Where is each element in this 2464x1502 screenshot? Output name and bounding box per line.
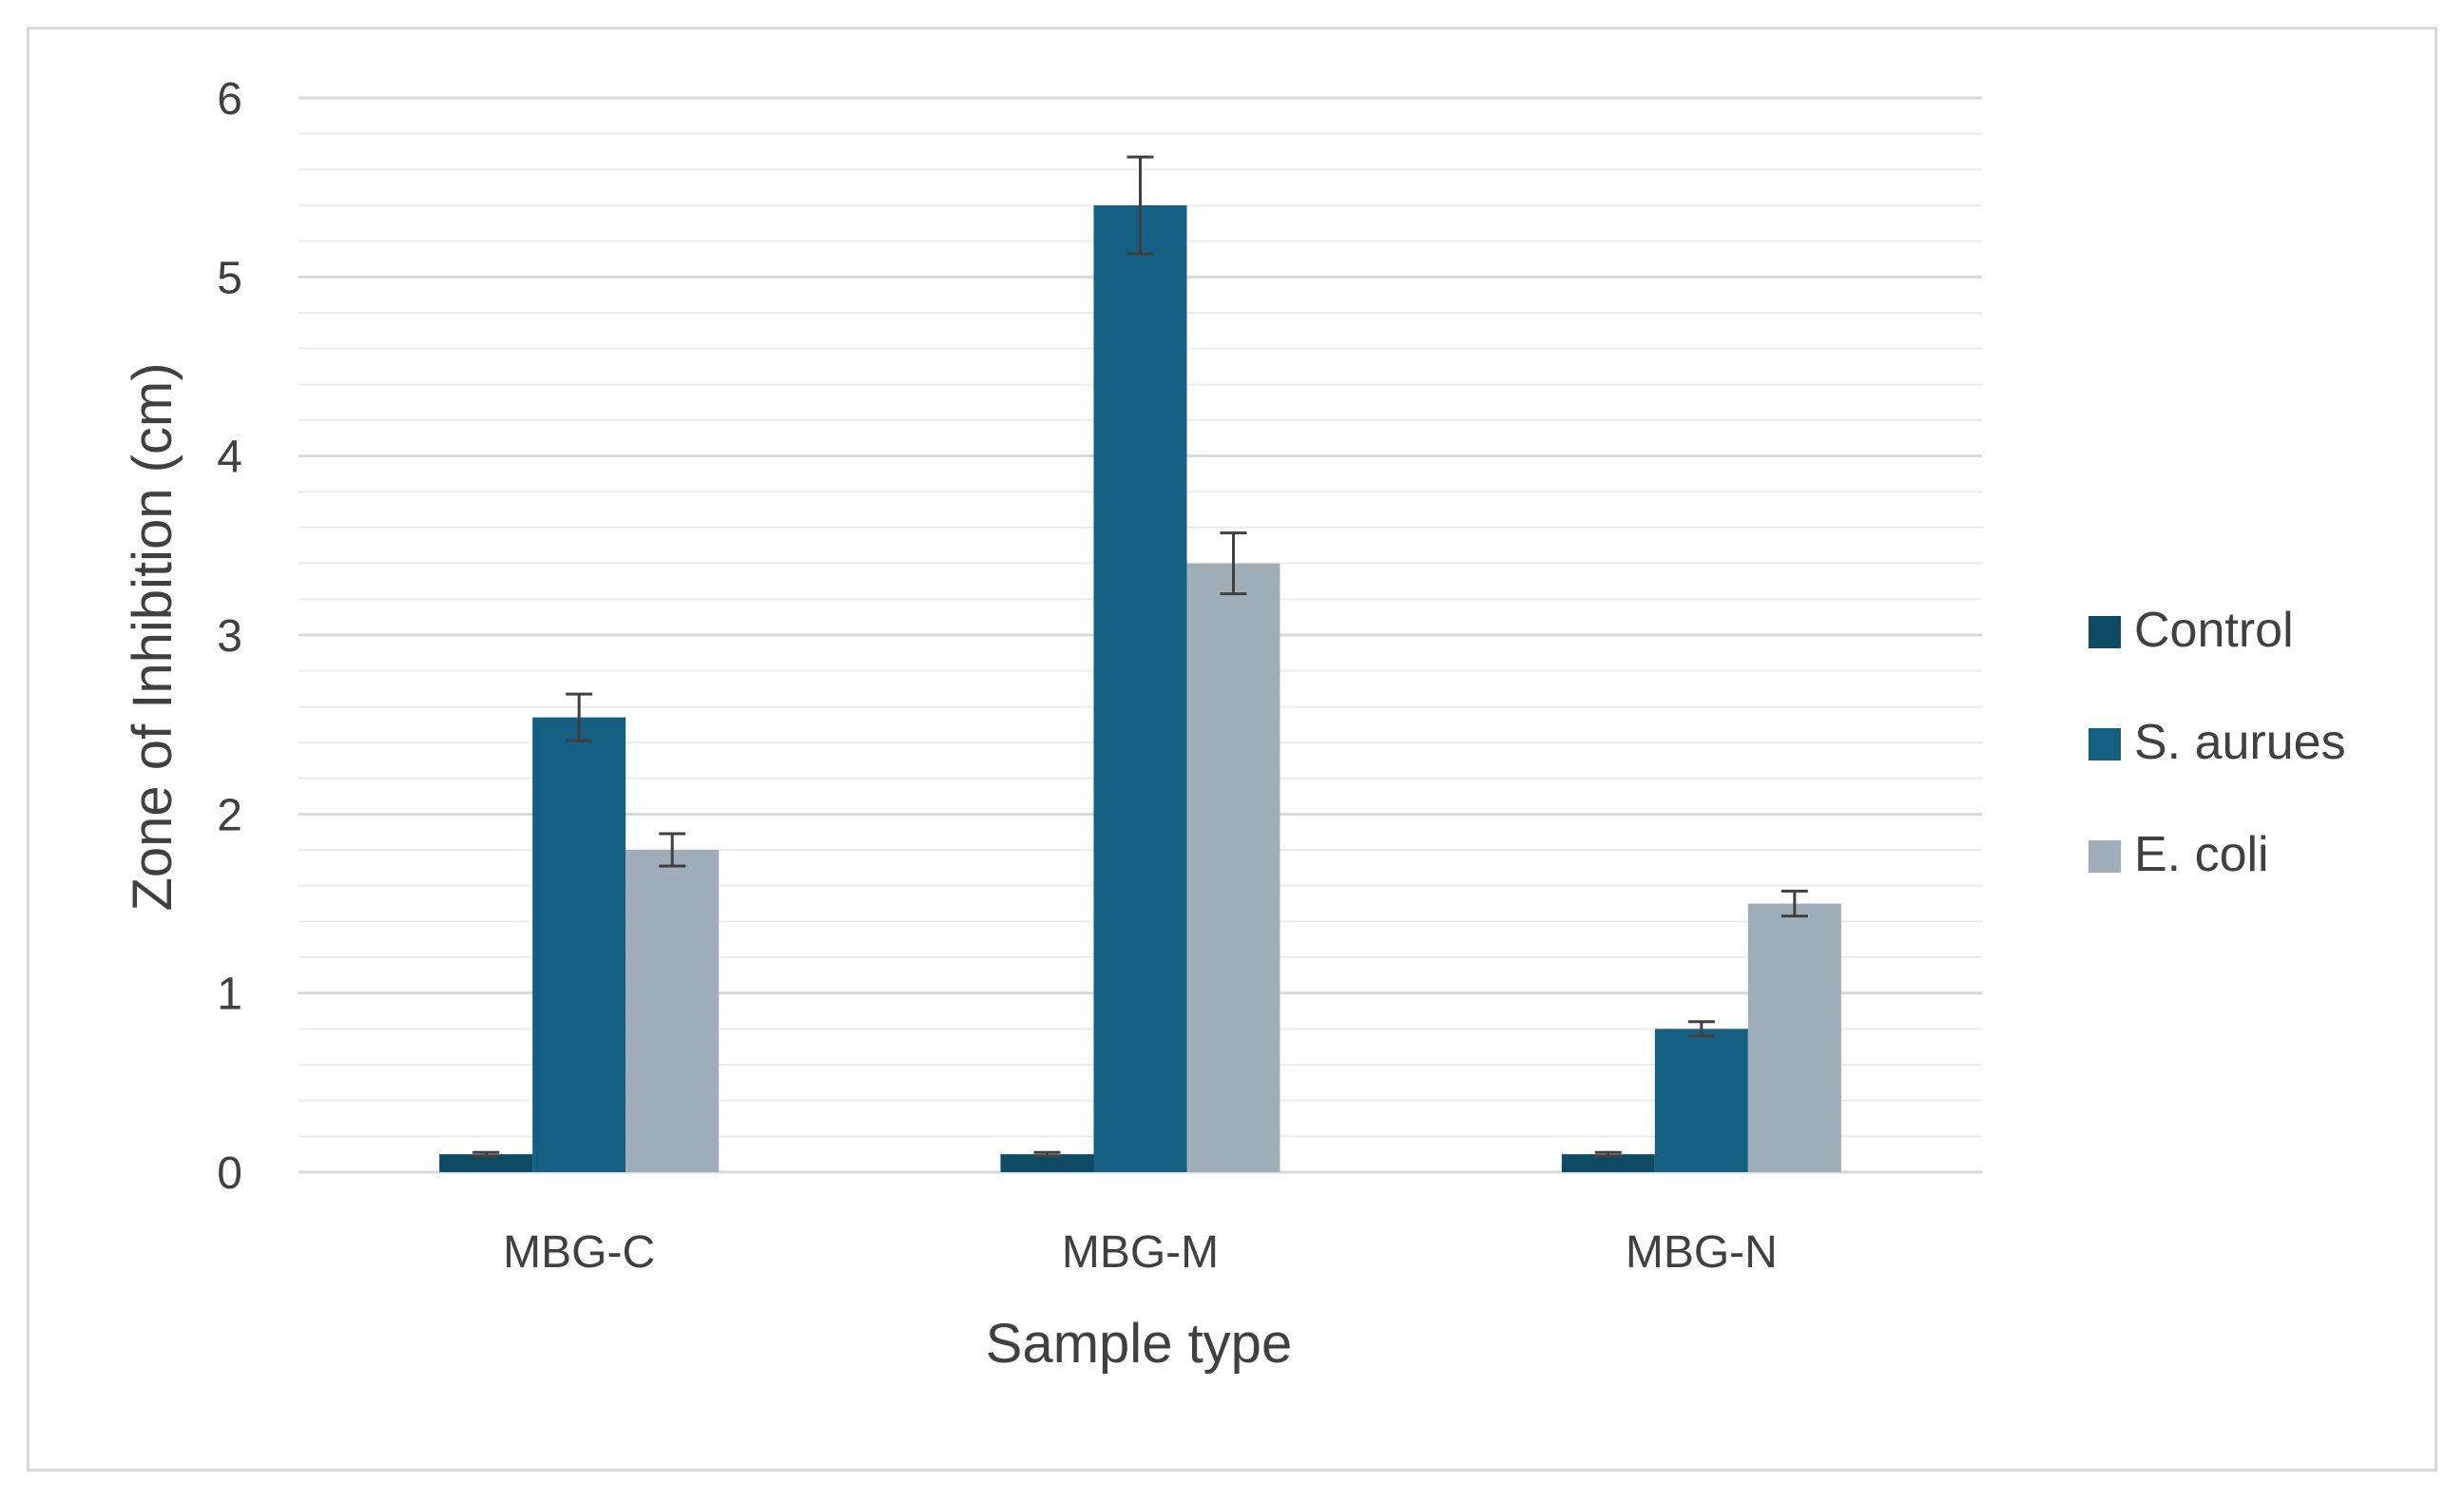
error-bar (659, 832, 686, 868)
x-tick-label: MBG-M (1062, 1227, 1219, 1278)
y-tick-label: 1 (217, 970, 242, 1020)
bar-mbg-c-2 (532, 717, 626, 1172)
error-bar (472, 1150, 500, 1158)
y-tick-label: 0 (217, 1148, 242, 1199)
bar-mbg-m-1 (1000, 1154, 1094, 1172)
legend-item: S. aurues (2089, 715, 2346, 770)
y-axis-ticks: 0 1 2 3 4 5 6 (217, 74, 242, 1199)
bar-mbg-c-3 (626, 850, 720, 1172)
x-axis-title: Sample type (986, 1313, 1292, 1375)
error-bar (1126, 155, 1154, 256)
x-tick-label: MBG-N (1626, 1227, 1778, 1278)
x-axis-ticks: MBG-C MBG-M MBG-N (503, 1227, 1778, 1278)
bar-mbg-n-1 (1561, 1154, 1655, 1172)
bar-mbg-n-2 (1654, 1029, 1748, 1172)
error-bar (1033, 1150, 1061, 1158)
error-bar (1781, 889, 1808, 918)
error-bar (1594, 1150, 1622, 1158)
legend-swatch (2089, 728, 2121, 761)
error-bar (566, 692, 593, 742)
y-tick-label: 4 (217, 433, 242, 483)
legend-item: Control (2089, 603, 2294, 658)
error-bars (472, 155, 1808, 1158)
legend-swatch (2089, 616, 2121, 648)
error-bar (1220, 531, 1247, 596)
legend-label: S. aurues (2134, 715, 2346, 770)
y-tick-label: 5 (217, 253, 242, 303)
bar-mbg-c-1 (439, 1154, 533, 1172)
y-tick-label: 2 (217, 790, 242, 840)
y-axis-title: Zone of Inhibition (cm) (122, 362, 183, 911)
x-tick-label: MBG-C (503, 1227, 655, 1278)
y-tick-label: 6 (217, 74, 242, 125)
legend-label: E. coli (2134, 827, 2269, 882)
bar-mbg-m-3 (1186, 563, 1280, 1172)
legend-item: E. coli (2089, 827, 2269, 882)
bars (439, 205, 1841, 1172)
legend-swatch (2089, 840, 2121, 873)
error-bar (1687, 1020, 1715, 1038)
legend-label: Control (2134, 603, 2294, 658)
bar-mbg-m-2 (1093, 205, 1187, 1172)
bar-mbg-n-3 (1747, 903, 1841, 1172)
y-tick-label: 3 (217, 611, 242, 662)
legend: Control S. aurues E. coli (2089, 603, 2346, 882)
